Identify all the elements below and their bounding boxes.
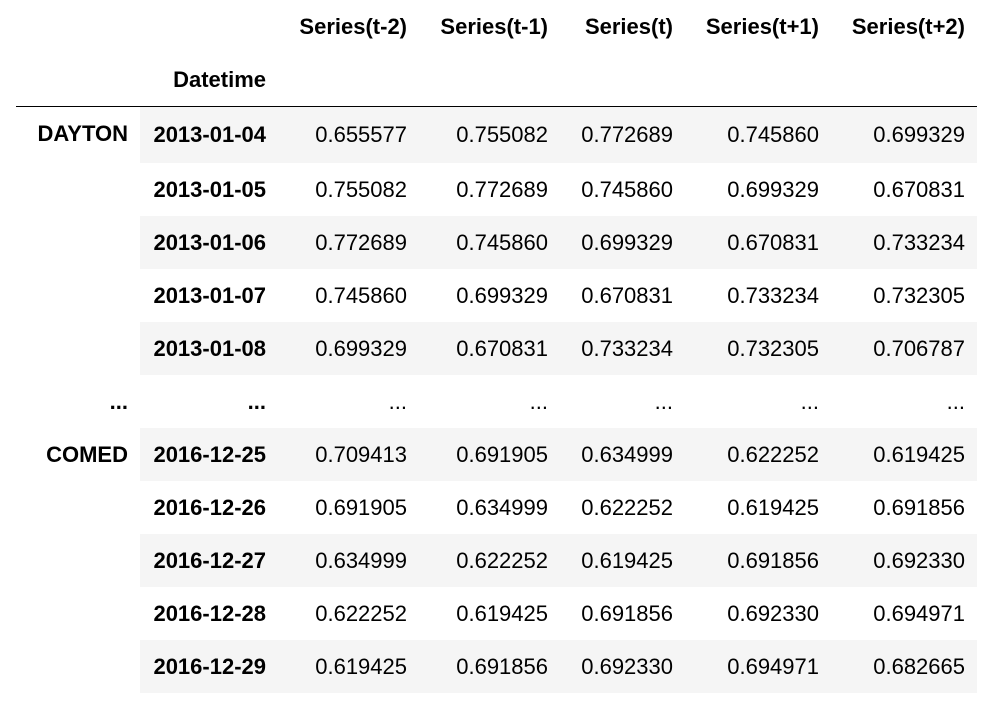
value-cell: 0.692330 bbox=[560, 640, 685, 693]
value-cell: 0.772689 bbox=[560, 106, 685, 163]
value-cell: 0.772689 bbox=[278, 216, 419, 269]
group-label: DAYTON bbox=[37, 121, 128, 146]
value-cell: 0.622252 bbox=[581, 494, 673, 520]
value-cell: 0.732305 bbox=[873, 282, 965, 308]
table-row: 2013-01-08 0.699329 0.670831 0.733234 0.… bbox=[16, 322, 977, 375]
table-row: COMED 2016-12-25 0.709413 0.691905 0.634… bbox=[16, 428, 977, 481]
date-cell: 2016-12-26 bbox=[153, 494, 266, 520]
date-cell: 2016-12-29 bbox=[140, 640, 278, 693]
blank-header-cell bbox=[16, 53, 140, 107]
value-cell: 0.622252 bbox=[419, 534, 560, 587]
value-cell: 0.691905 bbox=[419, 428, 560, 481]
value-cell: 0.670831 bbox=[685, 216, 831, 269]
table-row: 2016-12-27 0.634999 0.622252 0.619425 0.… bbox=[16, 534, 977, 587]
date-cell: 2013-01-07 bbox=[153, 282, 266, 308]
table-row: 2013-01-06 0.772689 0.745860 0.699329 0.… bbox=[16, 216, 977, 269]
column-header-row: Series(t-2) Series(t-1) Series(t) Series… bbox=[16, 0, 977, 53]
value-cell: 0.699329 bbox=[727, 176, 819, 202]
value-cell: 0.682665 bbox=[831, 640, 977, 693]
ellipsis-cell: ... bbox=[560, 375, 685, 428]
value-cell: 0.706787 bbox=[831, 322, 977, 375]
value-cell: 0.619425 bbox=[278, 640, 419, 693]
column-header: Series(t-1) bbox=[440, 13, 548, 39]
value-cell: 0.733234 bbox=[560, 322, 685, 375]
column-header: Series(t+1) bbox=[705, 13, 819, 39]
value-cell: 0.745860 bbox=[685, 106, 831, 163]
value-cell: 0.709413 bbox=[278, 428, 419, 481]
value-cell: 0.670831 bbox=[419, 322, 560, 375]
value-cell: 0.691905 bbox=[315, 494, 407, 520]
date-cell: 2016-12-25 bbox=[140, 428, 278, 481]
ellipsis-cell: ... bbox=[278, 375, 419, 428]
value-cell: 0.622252 bbox=[315, 600, 407, 626]
value-cell: 0.745860 bbox=[581, 176, 673, 202]
value-cell: 0.772689 bbox=[456, 176, 548, 202]
value-cell: 0.694971 bbox=[685, 640, 831, 693]
value-cell: 0.745860 bbox=[419, 216, 560, 269]
value-cell: 0.634999 bbox=[456, 494, 548, 520]
value-cell: 0.670831 bbox=[581, 282, 673, 308]
ellipsis-cell: ... bbox=[831, 375, 977, 428]
value-cell: 0.732305 bbox=[685, 322, 831, 375]
date-cell: 2013-01-08 bbox=[140, 322, 278, 375]
value-cell: 0.634999 bbox=[278, 534, 419, 587]
value-cell: 0.699329 bbox=[831, 106, 977, 163]
value-cell: 0.619425 bbox=[456, 600, 548, 626]
ellipsis-row: ... ... ... ... ... ... ... bbox=[16, 375, 977, 428]
value-cell: 0.691856 bbox=[873, 494, 965, 520]
value-cell: 0.755082 bbox=[419, 106, 560, 163]
value-cell: 0.691856 bbox=[581, 600, 673, 626]
table-row: DAYTON 2013-01-04 0.655577 0.755082 0.77… bbox=[16, 106, 977, 163]
group-label: COMED bbox=[46, 442, 128, 467]
value-cell: 0.755082 bbox=[315, 176, 407, 202]
value-cell: 0.699329 bbox=[560, 216, 685, 269]
value-cell: 0.694971 bbox=[873, 600, 965, 626]
value-cell: 0.619425 bbox=[727, 494, 819, 520]
ellipsis-cell: ... bbox=[419, 375, 560, 428]
ellipsis-cell: ... bbox=[16, 375, 140, 428]
value-cell: 0.699329 bbox=[278, 322, 419, 375]
ellipsis-cell: ... bbox=[140, 375, 278, 428]
value-cell: 0.691856 bbox=[419, 640, 560, 693]
date-cell: 2013-01-04 bbox=[140, 106, 278, 163]
value-cell: 0.619425 bbox=[560, 534, 685, 587]
table-row: 2013-01-05 0.755082 0.772689 0.745860 0.… bbox=[16, 163, 977, 216]
value-cell: 0.670831 bbox=[873, 176, 965, 202]
dataframe-table: Series(t-2) Series(t-1) Series(t) Series… bbox=[16, 0, 977, 693]
value-cell: 0.692330 bbox=[727, 600, 819, 626]
value-cell: 0.745860 bbox=[315, 282, 407, 308]
date-cell: 2016-12-28 bbox=[153, 600, 266, 626]
index-name-header: Datetime bbox=[173, 66, 266, 92]
date-cell: 2013-01-05 bbox=[153, 176, 266, 202]
index-name-row: Datetime bbox=[16, 53, 977, 107]
table-row: 2016-12-26 0.691905 0.634999 0.622252 0.… bbox=[16, 481, 977, 534]
value-cell: 0.733234 bbox=[727, 282, 819, 308]
date-cell: 2016-12-27 bbox=[140, 534, 278, 587]
table-row: 2013-01-07 0.745860 0.699329 0.670831 0.… bbox=[16, 269, 977, 322]
blank-header-cell bbox=[16, 0, 140, 53]
value-cell: 0.655577 bbox=[278, 106, 419, 163]
value-cell: 0.634999 bbox=[560, 428, 685, 481]
value-cell: 0.733234 bbox=[831, 216, 977, 269]
value-cell: 0.622252 bbox=[685, 428, 831, 481]
column-header: Series(t+2) bbox=[851, 13, 965, 39]
value-cell: 0.691856 bbox=[685, 534, 831, 587]
value-cell: 0.692330 bbox=[831, 534, 977, 587]
column-header: Series(t-2) bbox=[299, 13, 407, 39]
table-row: 2016-12-29 0.619425 0.691856 0.692330 0.… bbox=[16, 640, 977, 693]
value-cell: 0.699329 bbox=[456, 282, 548, 308]
date-cell: 2013-01-06 bbox=[140, 216, 278, 269]
value-cell: 0.619425 bbox=[831, 428, 977, 481]
blank-header-cell bbox=[140, 0, 278, 53]
column-header: Series(t) bbox=[584, 13, 673, 39]
table-row: 2016-12-28 0.622252 0.619425 0.691856 0.… bbox=[16, 587, 977, 640]
ellipsis-cell: ... bbox=[685, 375, 831, 428]
